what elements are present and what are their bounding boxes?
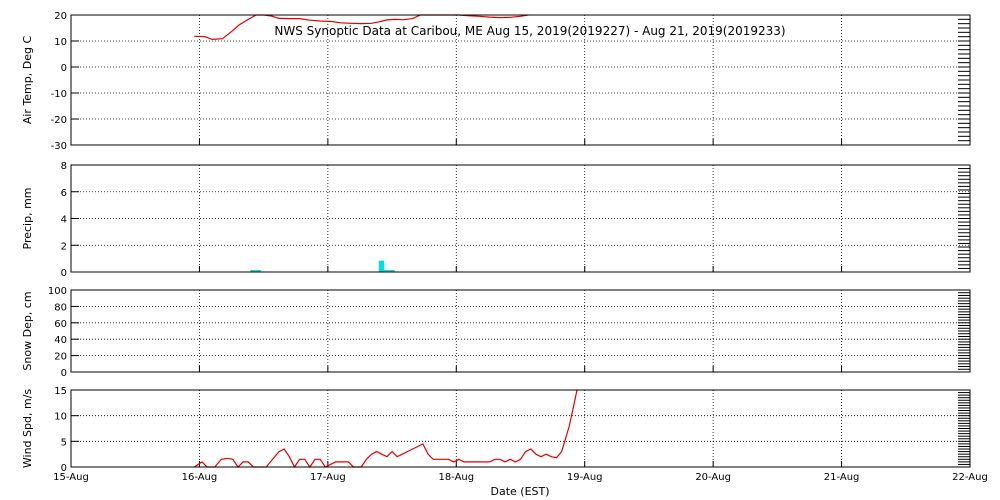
wind-ytick-label: 0 xyxy=(61,463,67,474)
precip-ytick-label: 4 xyxy=(61,215,67,226)
wind-frame xyxy=(70,389,971,468)
precip-bar xyxy=(378,260,385,272)
precip-bar xyxy=(255,269,261,272)
temp-ytick-label: 20 xyxy=(54,11,67,22)
snow-ytick-label: 0 xyxy=(61,368,67,379)
precip-ytick-label: 0 xyxy=(61,268,67,279)
snow-ytick-label: 20 xyxy=(54,352,67,363)
x-axis: 15-Aug 16-Aug 17-Aug 18-Aug 19-Aug 20-Aug 21-A… xyxy=(53,472,988,483)
temp-y-axis-label: Air Temp, Deg C xyxy=(21,36,34,125)
temp-ytick-label: -30 xyxy=(51,141,67,152)
temp-ytick-label: -20 xyxy=(51,115,67,126)
wind-ytick-label: 10 xyxy=(54,412,67,423)
wind-panel: 15 10 5 0 Wind Spd, m/s xyxy=(21,386,971,474)
temp-series-line xyxy=(194,14,529,41)
precip-ytick-label: 8 xyxy=(61,161,67,172)
x-tick-label: 19-Aug xyxy=(567,472,603,483)
precip-frame xyxy=(70,164,971,273)
precip-bar xyxy=(250,269,256,272)
snow-ytick-label: 100 xyxy=(48,286,67,297)
x-tick-label: 22-Aug xyxy=(952,472,988,483)
snow-panel: 100 80 60 40 20 0 Snow Dep, cm xyxy=(21,286,971,379)
x-tick-label: 20-Aug xyxy=(695,472,731,483)
precip-ytick-label: 6 xyxy=(61,188,67,199)
wind-ytick-label: 15 xyxy=(54,386,67,397)
precip-y-axis-label: Precip, mm xyxy=(21,188,34,250)
x-tick-label: 17-Aug xyxy=(310,472,346,483)
snow-ytick-label: 40 xyxy=(54,335,67,346)
precip-bar xyxy=(384,269,390,272)
precip-ytick-label: 2 xyxy=(61,241,67,252)
x-tick-label: 16-Aug xyxy=(182,472,218,483)
chart-title: NWS Synoptic Data at Caribou, ME Aug 15,… xyxy=(274,24,785,38)
x-tick-label: 21-Aug xyxy=(824,472,860,483)
temp-ytick-label: 0 xyxy=(61,63,67,74)
precip-bar xyxy=(389,269,395,272)
snow-ytick-label: 80 xyxy=(54,302,67,313)
snow-y-axis-label: Snow Dep, cm xyxy=(21,291,34,370)
wind-series-line xyxy=(193,389,578,469)
x-tick-label: 18-Aug xyxy=(438,472,474,483)
temp-ytick-label: 10 xyxy=(54,37,67,48)
x-axis-label: Date (EST) xyxy=(490,485,549,498)
wind-ytick-label: 5 xyxy=(61,437,67,448)
temp-frame xyxy=(70,14,971,146)
temp-ytick-label: -10 xyxy=(51,89,67,100)
temp-panel: 20 10 0 -10 -20 -30 Air Temp, Deg C xyxy=(21,11,971,152)
precip-panel: 8 6 4 2 0 Precip, mm xyxy=(21,161,971,279)
snow-ytick-label: 60 xyxy=(54,319,67,330)
snow-frame xyxy=(70,289,971,373)
wind-y-axis-label: Wind Spd, m/s xyxy=(21,389,34,469)
x-tick-label: 15-Aug xyxy=(53,472,89,483)
